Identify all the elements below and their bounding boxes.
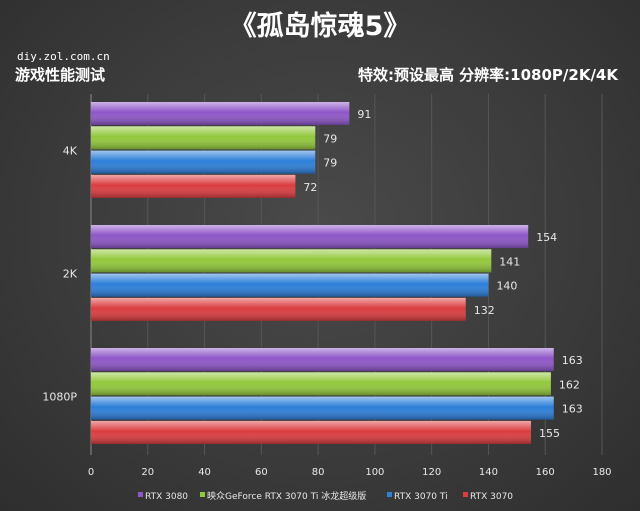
- bar-shading: [91, 126, 316, 150]
- bar-shading: [91, 249, 492, 273]
- bar-shading: [91, 174, 296, 198]
- data-label: 72: [303, 181, 317, 194]
- bar-shading: [91, 150, 316, 174]
- data-label: 141: [499, 255, 520, 268]
- category-label: 4K: [63, 145, 78, 158]
- data-label: 132: [474, 304, 495, 317]
- x-tick-label: 20: [141, 467, 154, 478]
- data-label: 163: [562, 403, 583, 416]
- bar-shading: [91, 273, 489, 297]
- legend-label: RTX 3080: [145, 492, 188, 502]
- data-label: 154: [536, 231, 557, 244]
- legend-swatch: [463, 492, 468, 497]
- x-tick-label: 40: [198, 467, 211, 478]
- data-label: 91: [357, 108, 371, 121]
- x-tick-label: 80: [312, 467, 325, 478]
- bar-shading: [91, 420, 532, 444]
- category-labels: 4K 2K 1080P: [42, 145, 77, 404]
- x-tick-label: 140: [479, 467, 498, 478]
- x-tick-labels: 0 20 40 60 80 100 120 140 160 180: [88, 467, 612, 478]
- legend-label: RTX 3070 Ti: [394, 492, 448, 502]
- data-label: 79: [323, 157, 337, 170]
- legend-swatch: [387, 492, 392, 497]
- data-label: 163: [562, 354, 583, 367]
- legend: RTX 3080 映众GeForce RTX 3070 Ti 冰龙超级版 RTX 3…: [138, 490, 513, 502]
- legend-swatch: [200, 492, 205, 497]
- data-label: 162: [559, 378, 580, 391]
- legend-label: RTX 3070: [470, 492, 513, 502]
- bar-shading: [91, 102, 350, 125]
- x-tick-label: 100: [365, 467, 384, 478]
- bar-shading: [91, 297, 466, 321]
- site-watermark: diy.zol.com.cn: [17, 50, 110, 63]
- category-label: 1080P: [42, 391, 77, 404]
- chart-title: 《孤岛惊魂5》: [230, 10, 411, 42]
- x-tick-label: 160: [536, 467, 555, 478]
- bar-shading: [91, 396, 554, 420]
- x-tick-label: 180: [592, 467, 611, 478]
- bar-shading: [91, 372, 551, 396]
- data-label: 140: [496, 280, 517, 293]
- left-subtitle: 游戏性能测试: [15, 66, 105, 84]
- legend-swatch: [138, 492, 143, 497]
- category-label: 2K: [63, 268, 78, 281]
- right-subtitle: 特效:预设最高 分辨率:1080P/2K/4K: [358, 66, 619, 84]
- x-tick-label: 120: [422, 467, 441, 478]
- data-label: 79: [323, 132, 337, 145]
- x-tick-label: 60: [255, 467, 268, 478]
- data-label: 155: [539, 427, 560, 440]
- bar-shading: [91, 225, 529, 248]
- legend-label: 映众GeForce RTX 3070 Ti 冰龙超级版: [207, 490, 366, 502]
- x-tick-label: 0: [88, 467, 94, 478]
- bar-shading: [91, 348, 554, 371]
